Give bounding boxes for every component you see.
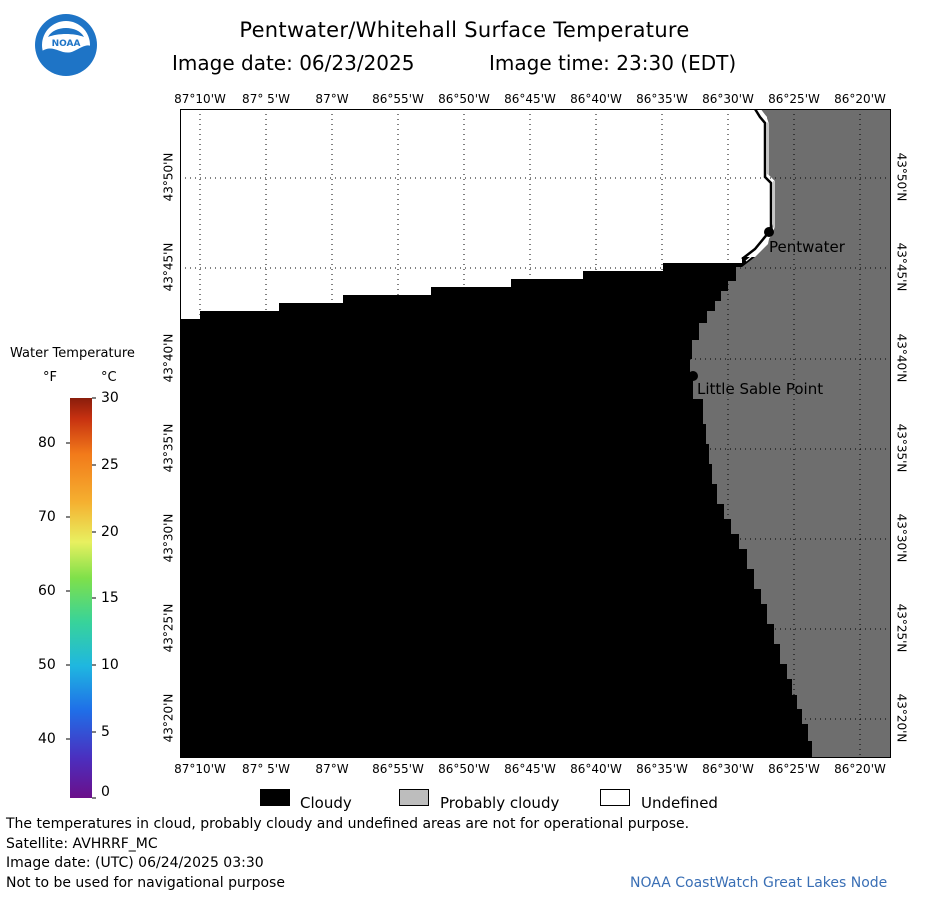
colorbar bbox=[66, 396, 96, 800]
little-sable-point-marker bbox=[688, 371, 698, 381]
legend-label-cloudy: Cloudy bbox=[300, 794, 352, 812]
utc-date-text: Image date: (UTC) 06/24/2025 03:30 bbox=[6, 855, 264, 871]
lon-label: 86°45'W bbox=[504, 92, 556, 106]
f-tick-label: 60 bbox=[38, 583, 56, 599]
colorbar-unit-f: °F bbox=[43, 370, 57, 385]
pentwater-label: Pentwater bbox=[769, 238, 846, 256]
lon-label: 86°35'W bbox=[636, 92, 688, 106]
legend-swatch-probably-cloudy bbox=[399, 789, 429, 806]
f-tick-label: 40 bbox=[38, 731, 56, 747]
lat-label: 43°25'N bbox=[894, 603, 909, 653]
lat-label: 43°40'N bbox=[894, 333, 909, 383]
lat-label: 43°35'N bbox=[894, 423, 909, 473]
shoreline bbox=[741, 109, 773, 260]
lon-label: 86°40'W bbox=[570, 92, 622, 106]
lat-label: 43°30'N bbox=[894, 513, 909, 563]
navigation-warning: Not to be used for navigational purpose bbox=[6, 875, 285, 891]
colorbar-unit-c: °C bbox=[101, 370, 117, 385]
c-tick-label: 5 bbox=[101, 724, 110, 740]
land-area bbox=[690, 109, 891, 758]
cloudy-area bbox=[180, 257, 812, 758]
noaa-logo-text: NOAA bbox=[52, 39, 81, 49]
c-tick-label: 25 bbox=[101, 457, 119, 473]
legend-label-undefined: Undefined bbox=[641, 794, 718, 812]
credit-text: NOAA CoastWatch Great Lakes Node bbox=[630, 875, 888, 891]
lon-label: 87° 5'W bbox=[242, 92, 290, 106]
lat-label: 43°50'N bbox=[894, 152, 909, 202]
lon-label: 86°35'W bbox=[636, 762, 688, 776]
noaa-logo: NOAA bbox=[34, 13, 98, 77]
little-sable-point-label: Little Sable Point bbox=[697, 380, 823, 398]
legend-swatch-cloudy bbox=[260, 789, 290, 806]
lon-label: 86°20'W bbox=[834, 92, 886, 106]
c-tick-label: 15 bbox=[101, 590, 119, 606]
lon-label: 86°25'W bbox=[768, 762, 820, 776]
lat-label: 43°40'N bbox=[161, 333, 176, 383]
lon-label: 87°10'W bbox=[174, 92, 226, 106]
lon-label: 86°40'W bbox=[570, 762, 622, 776]
image-time: Image time: 23:30 (EDT) bbox=[489, 51, 737, 75]
c-tick-label: 20 bbox=[101, 524, 119, 540]
lon-label: 86°30'W bbox=[702, 762, 754, 776]
f-tick-label: 50 bbox=[38, 657, 56, 673]
lat-label: 43°45'N bbox=[161, 242, 176, 292]
image-date: Image date: 06/23/2025 bbox=[172, 51, 415, 75]
map-panel: Pentwater Little Sable Point bbox=[180, 109, 891, 758]
lat-label: 43°20'N bbox=[894, 693, 909, 743]
lon-label: 86°50'W bbox=[438, 92, 490, 106]
satellite-text: Satellite: AVHRRF_MC bbox=[6, 836, 158, 852]
lon-label: 86°50'W bbox=[438, 762, 490, 776]
lon-label: 87°10'W bbox=[174, 762, 226, 776]
lat-label: 43°35'N bbox=[161, 423, 176, 473]
lon-label: 86°30'W bbox=[702, 92, 754, 106]
lon-label: 87° 5'W bbox=[242, 762, 290, 776]
legend-swatch-undefined bbox=[600, 789, 630, 806]
lon-label: 86°55'W bbox=[372, 762, 424, 776]
pentwater-marker bbox=[764, 227, 774, 237]
legend-label-probably-cloudy: Probably cloudy bbox=[440, 794, 560, 812]
map-title: Pentwater/Whitehall Surface Temperature bbox=[239, 18, 690, 42]
disclaimer-text: The temperatures in cloud, probably clou… bbox=[6, 816, 690, 832]
lat-label: 43°25'N bbox=[161, 603, 176, 653]
colorbar-title: Water Temperature bbox=[10, 346, 135, 361]
graticule bbox=[180, 109, 891, 758]
lat-label: 43°20'N bbox=[161, 693, 176, 743]
lat-label: 43°30'N bbox=[161, 513, 176, 563]
c-tick-label: 30 bbox=[101, 390, 119, 406]
lon-label: 86°55'W bbox=[372, 92, 424, 106]
lon-label: 86°20'W bbox=[834, 762, 886, 776]
lon-label: 86°25'W bbox=[768, 92, 820, 106]
lon-label: 87°W bbox=[315, 92, 349, 106]
f-tick-label: 80 bbox=[38, 435, 56, 451]
lat-label: 43°50'N bbox=[161, 152, 176, 202]
lon-label: 87°W bbox=[315, 762, 349, 776]
c-tick-label: 10 bbox=[101, 657, 119, 673]
f-tick-label: 70 bbox=[38, 509, 56, 525]
lat-label: 43°45'N bbox=[894, 242, 909, 292]
c-tick-label: 0 bbox=[101, 784, 110, 800]
lon-label: 86°45'W bbox=[504, 762, 556, 776]
